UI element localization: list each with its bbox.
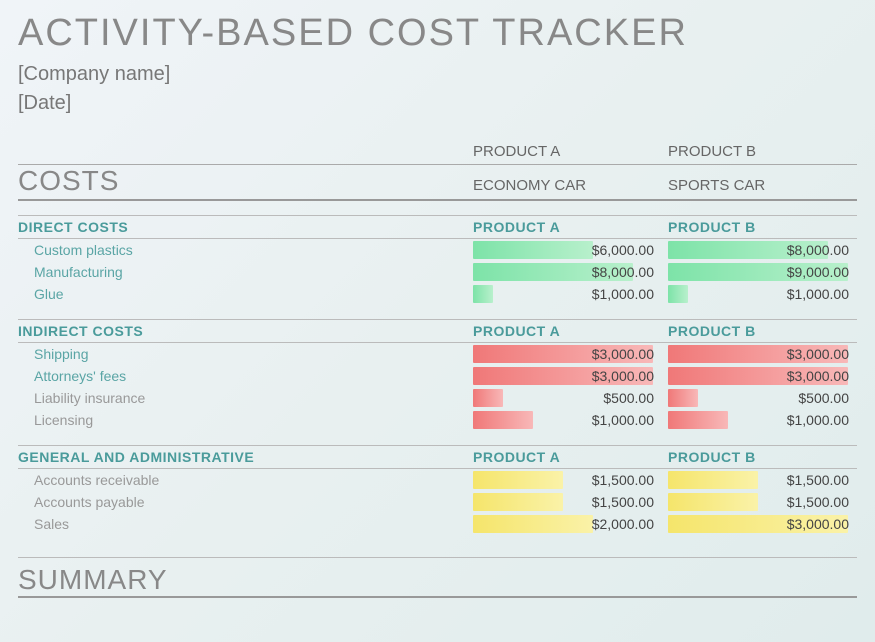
group-col-b: PRODUCT B — [668, 219, 857, 235]
group-col-b: PRODUCT B — [668, 449, 857, 465]
group-col-b: PRODUCT B — [668, 323, 857, 339]
summary-title: SUMMARY — [18, 564, 168, 595]
costs-title: COSTS — [18, 165, 473, 197]
cost-value: $1,000.00 — [787, 412, 853, 428]
cost-item-label: Licensing — [18, 412, 473, 428]
col-b-label: PRODUCT B — [668, 143, 857, 160]
cost-item-label: Accounts receivable — [18, 472, 473, 488]
cost-value: $3,000.00 — [787, 516, 853, 532]
cost-row: Sales $2,000.00 $3,000.00 — [18, 513, 857, 535]
cost-item-label: Accounts payable — [18, 494, 473, 510]
databar — [473, 389, 503, 407]
cost-value: $1,000.00 — [592, 412, 658, 428]
cost-cell-b[interactable]: $3,000.00 — [668, 514, 853, 534]
indirect-group-header: INDIRECT COSTSPRODUCT APRODUCT B — [18, 319, 857, 343]
cost-row: Licensing $1,000.00 $1,000.00 — [18, 409, 857, 431]
cost-cell-b[interactable]: $1,500.00 — [668, 492, 853, 512]
cost-value: $9,000.00 — [787, 264, 853, 280]
cost-row: Manufacturing $8,000.00 $9,000.00 — [18, 261, 857, 283]
ga-group-header: GENERAL AND ADMINISTRATIVEPRODUCT APRODU… — [18, 445, 857, 469]
cost-item-label: Glue — [18, 286, 473, 302]
cost-cell-b[interactable]: $8,000.00 — [668, 240, 853, 260]
cost-cell-a[interactable]: $8,000.00 — [473, 262, 668, 282]
cost-cell-b[interactable]: $1,500.00 — [668, 470, 853, 490]
group-label: GENERAL AND ADMINISTRATIVE — [18, 449, 473, 465]
group-col-a: PRODUCT A — [473, 449, 668, 465]
cost-item-label: Manufacturing — [18, 264, 473, 280]
product-a-name: ECONOMY CAR — [473, 177, 668, 194]
cost-value: $3,000.00 — [787, 368, 853, 384]
databar — [473, 515, 593, 533]
group-col-a: PRODUCT A — [473, 219, 668, 235]
cost-value: $3,000.00 — [787, 346, 853, 362]
cost-value: $1,000.00 — [592, 286, 658, 302]
cost-cell-a[interactable]: $6,000.00 — [473, 240, 668, 260]
cost-row: Custom plastics $6,000.00 $8,000.00 — [18, 239, 857, 261]
databar — [473, 285, 493, 303]
cost-value: $1,500.00 — [787, 494, 853, 510]
costs-section-header: COSTS ECONOMY CAR SPORTS CAR — [18, 165, 857, 201]
product-b-name: SPORTS CAR — [668, 177, 857, 194]
cost-value: $8,000.00 — [592, 264, 658, 280]
col-a-label: PRODUCT A — [473, 143, 668, 160]
cost-cell-a[interactable]: $1,000.00 — [473, 284, 668, 304]
databar — [668, 411, 728, 429]
cost-value: $1,500.00 — [787, 472, 853, 488]
cost-cell-a[interactable]: $3,000.00 — [473, 366, 668, 386]
cost-cell-a[interactable]: $2,000.00 — [473, 514, 668, 534]
page-title: ACTIVITY-BASED COST TRACKER — [18, 12, 857, 55]
group-label: INDIRECT COSTS — [18, 323, 473, 339]
summary-section-header: SUMMARY — [18, 557, 857, 598]
cost-row: Accounts receivable $1,500.00 $1,500.00 — [18, 469, 857, 491]
cost-cell-b[interactable]: $1,000.00 — [668, 284, 853, 304]
cost-value: $3,000.00 — [592, 368, 658, 384]
databar — [668, 389, 698, 407]
cost-value: $1,500.00 — [592, 472, 658, 488]
cost-item-label: Liability insurance — [18, 390, 473, 406]
cost-value: $1,500.00 — [592, 494, 658, 510]
cost-cell-b[interactable]: $3,000.00 — [668, 366, 853, 386]
databar — [668, 285, 688, 303]
cost-value: $500.00 — [603, 390, 658, 406]
cost-cell-a[interactable]: $1,000.00 — [473, 410, 668, 430]
cost-value: $2,000.00 — [592, 516, 658, 532]
direct-group-header: DIRECT COSTSPRODUCT APRODUCT B — [18, 215, 857, 239]
cost-value: $500.00 — [798, 390, 853, 406]
cost-cell-b[interactable]: $3,000.00 — [668, 344, 853, 364]
databar — [473, 493, 563, 511]
cost-item-label: Shipping — [18, 346, 473, 362]
cost-value: $3,000.00 — [592, 346, 658, 362]
cost-cell-a[interactable]: $1,500.00 — [473, 470, 668, 490]
databar — [473, 471, 563, 489]
cost-cell-b[interactable]: $500.00 — [668, 388, 853, 408]
cost-cell-b[interactable]: $9,000.00 — [668, 262, 853, 282]
cost-row: Shipping $3,000.00 $3,000.00 — [18, 343, 857, 365]
cost-row: Attorneys' fees $3,000.00 $3,000.00 — [18, 365, 857, 387]
databar — [668, 493, 758, 511]
cost-item-label: Sales — [18, 516, 473, 532]
company-name: [Company name] — [18, 63, 857, 86]
cost-item-label: Custom plastics — [18, 242, 473, 258]
cost-row: Liability insurance $500.00 $500.00 — [18, 387, 857, 409]
group-col-a: PRODUCT A — [473, 323, 668, 339]
date-field: [Date] — [18, 92, 857, 115]
databar — [473, 241, 593, 259]
cost-cell-a[interactable]: $500.00 — [473, 388, 668, 408]
group-label: DIRECT COSTS — [18, 219, 473, 235]
cost-row: Accounts payable $1,500.00 $1,500.00 — [18, 491, 857, 513]
product-columns-header: PRODUCT A PRODUCT B — [18, 143, 857, 165]
cost-row: Glue $1,000.00 $1,000.00 — [18, 283, 857, 305]
cost-cell-a[interactable]: $3,000.00 — [473, 344, 668, 364]
cost-item-label: Attorneys' fees — [18, 368, 473, 384]
databar — [668, 471, 758, 489]
cost-cell-a[interactable]: $1,500.00 — [473, 492, 668, 512]
cost-cell-b[interactable]: $1,000.00 — [668, 410, 853, 430]
databar — [473, 411, 533, 429]
cost-value: $6,000.00 — [592, 242, 658, 258]
cost-value: $1,000.00 — [787, 286, 853, 302]
cost-value: $8,000.00 — [787, 242, 853, 258]
